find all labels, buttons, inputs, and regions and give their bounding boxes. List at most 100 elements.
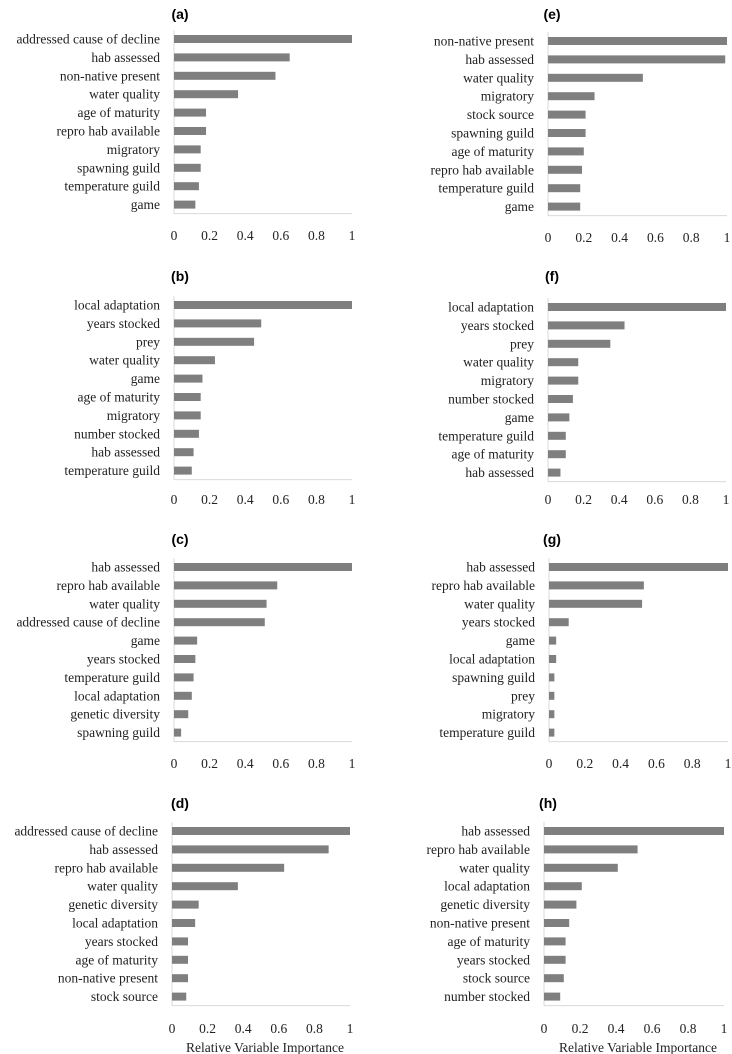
category-label: non-native present — [434, 34, 534, 49]
bar — [548, 55, 726, 64]
bar — [548, 129, 586, 137]
bar — [172, 955, 189, 964]
bar — [174, 374, 203, 383]
category-label: spawning guild — [77, 160, 160, 175]
category-label: number stocked — [448, 392, 534, 407]
bar — [544, 919, 570, 927]
bar — [174, 319, 262, 328]
tick-label: 0.4 — [611, 492, 628, 507]
category-label: game — [131, 197, 160, 212]
tick-label: 0.6 — [272, 228, 289, 243]
tick-label: 0.6 — [646, 492, 663, 507]
bar — [174, 448, 194, 457]
category-label: non-native present — [60, 68, 160, 83]
bar — [172, 845, 329, 854]
category-label: migratory — [481, 373, 534, 388]
category-label: water quality — [87, 879, 158, 894]
bar — [174, 563, 352, 571]
tick-label: 0.4 — [608, 1021, 625, 1036]
category-label: age of maturity — [452, 447, 535, 462]
tick-label: 0.2 — [572, 1021, 589, 1036]
panel-label: (h) — [539, 795, 557, 811]
bar — [548, 92, 595, 101]
category-label: repro hab available — [432, 578, 535, 593]
category-label: local adaptation — [72, 916, 158, 931]
bar — [174, 581, 278, 590]
category-label: repro hab available — [431, 162, 534, 177]
category-label: game — [131, 371, 160, 386]
category-label: age of maturity — [78, 105, 161, 120]
category-label: age of maturity — [448, 934, 531, 949]
panel-label: (g) — [543, 531, 561, 547]
category-label: repro hab available — [57, 578, 160, 593]
tick-label: 0 — [546, 756, 553, 771]
bar — [174, 618, 265, 627]
bar — [174, 691, 192, 700]
bar — [174, 466, 192, 475]
tick-label: 0.2 — [201, 228, 218, 243]
bar — [172, 992, 187, 1001]
bar — [548, 321, 625, 330]
category-label: game — [505, 199, 534, 214]
category-label: local adaptation — [74, 298, 160, 313]
bar — [174, 411, 201, 420]
tick-label: 0 — [169, 1021, 176, 1036]
bar — [174, 53, 290, 62]
category-label: water quality — [89, 87, 160, 102]
bar — [548, 202, 581, 211]
tick-label: 0.4 — [235, 1021, 252, 1036]
bar — [544, 827, 724, 835]
category-label: age of maturity — [452, 144, 535, 159]
chart-panel-f: (f) local adaptation years stocked prey wate… — [438, 268, 729, 507]
bar — [172, 919, 196, 927]
panel-label: (b) — [171, 268, 189, 284]
category-label: non-native present — [58, 971, 158, 986]
category-label: stock source — [463, 971, 530, 986]
tick-label: 0.4 — [237, 492, 254, 507]
bar — [549, 710, 555, 719]
chart-panel-a: (a) addressed cause of decline hab assesse… — [16, 6, 355, 243]
chart-panel-e: (e) non-native present hab assessed water q… — [431, 6, 731, 245]
category-label: addressed cause of decline — [16, 615, 160, 630]
bar — [544, 900, 577, 909]
bar — [549, 581, 644, 590]
tick-label: 0.6 — [644, 1021, 661, 1036]
panel-label: (d) — [171, 795, 189, 811]
category-label: water quality — [463, 70, 534, 85]
chart-panel-g: (g) hab assessed repro hab available water … — [432, 531, 732, 771]
tick-label: 0 — [171, 492, 178, 507]
category-label: number stocked — [74, 426, 160, 441]
bar — [174, 393, 201, 401]
bar — [174, 710, 189, 719]
bar — [549, 655, 557, 663]
bar — [548, 37, 727, 45]
category-label: local adaptation — [449, 652, 535, 667]
bar — [548, 358, 579, 367]
category-label: game — [131, 633, 160, 648]
category-label: migratory — [482, 707, 535, 722]
bar — [549, 728, 555, 737]
category-label: migratory — [481, 89, 534, 104]
category-label: temperature guild — [438, 181, 534, 196]
category-label: migratory — [107, 142, 160, 157]
tick-label: 0.6 — [647, 230, 664, 245]
category-label: years stocked — [85, 934, 158, 949]
tick-label: 0.6 — [648, 756, 665, 771]
category-label: game — [505, 410, 534, 425]
bar — [548, 395, 573, 403]
bar — [172, 974, 189, 983]
bar — [174, 145, 201, 154]
bar — [544, 937, 566, 946]
tick-label: 0.8 — [308, 492, 325, 507]
category-label: migratory — [107, 408, 160, 423]
category-label: prey — [136, 334, 160, 349]
tick-label: 0 — [541, 1021, 548, 1036]
bar — [174, 728, 182, 737]
category-label: game — [506, 633, 535, 648]
tick-label: 0.6 — [270, 1021, 287, 1036]
bar — [548, 110, 586, 119]
bar — [174, 636, 198, 645]
category-label: temperature guild — [64, 179, 160, 194]
category-label: temperature guild — [64, 463, 160, 478]
tick-label: 0.2 — [201, 756, 218, 771]
